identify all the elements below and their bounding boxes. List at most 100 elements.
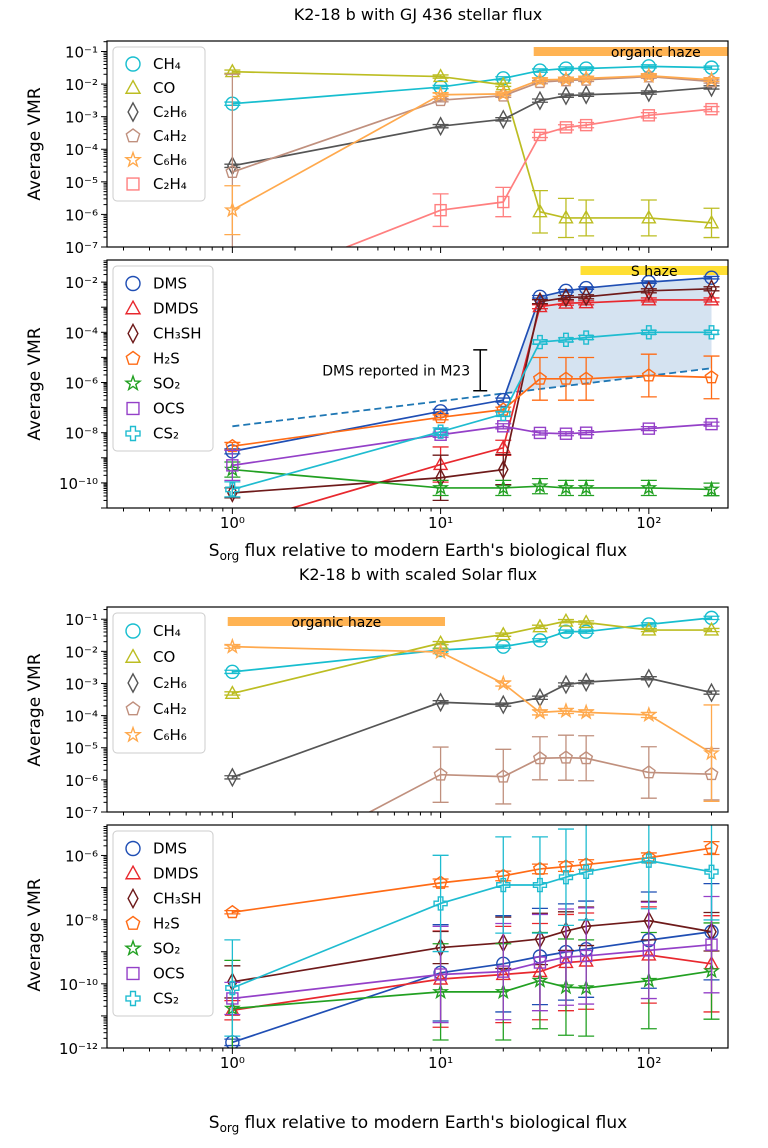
- legend-label: DMDS: [153, 865, 199, 883]
- y-tick-label: 10⁻¹²: [59, 1040, 98, 1058]
- series-line: [232, 954, 712, 1012]
- data-point: [577, 69, 595, 86]
- haze-band: [227, 617, 446, 626]
- data-point: [640, 478, 658, 496]
- series-line: [232, 331, 712, 491]
- haze-band-label: organic haze: [291, 615, 381, 631]
- series-line: [232, 86, 712, 167]
- data-point: [704, 864, 719, 879]
- haze-band-label: S haze: [631, 264, 678, 280]
- data-point: [578, 864, 594, 879]
- series-line: [232, 943, 712, 1000]
- data-point: [703, 291, 720, 306]
- data-point: [433, 896, 448, 911]
- series-CS₂: [224, 325, 720, 498]
- data-point: [704, 370, 719, 384]
- data-point: [559, 121, 573, 134]
- series-line: [232, 859, 712, 989]
- data-point: [432, 634, 449, 649]
- data-point: [435, 116, 446, 137]
- legend-label: DMDS: [153, 300, 199, 318]
- series-line: [232, 75, 712, 173]
- legend-marker: [125, 128, 141, 143]
- legend-label: C₂H₆: [153, 674, 187, 692]
- data-point: [531, 703, 549, 720]
- data-point: [497, 965, 510, 978]
- data-point: [558, 294, 574, 309]
- data-point: [578, 61, 594, 76]
- data-point: [577, 703, 595, 720]
- y-tick-label: 10⁻⁵: [65, 174, 98, 192]
- y-tick-label: 10⁻¹⁰: [59, 475, 98, 493]
- data-point: [433, 767, 448, 781]
- data-point: [641, 325, 657, 340]
- series-line: [231, 74, 712, 211]
- data-point: [578, 294, 594, 309]
- data-point: [579, 426, 593, 439]
- legend-label: C₆H₆: [153, 151, 187, 169]
- data-point: [558, 371, 573, 385]
- data-point: [226, 459, 239, 472]
- legend-box: [112, 612, 206, 754]
- data-point: [704, 325, 719, 340]
- series-C₆H₆: [223, 637, 721, 802]
- data-point: [579, 118, 593, 132]
- data-point: [495, 439, 511, 454]
- series-line: [232, 930, 712, 1044]
- data-point: [641, 291, 657, 306]
- legend-marker: [127, 322, 139, 345]
- data-point: [532, 750, 547, 765]
- data-point: [531, 477, 549, 494]
- plot-frame: [106, 40, 729, 248]
- series-C₂H₆: [224, 77, 720, 176]
- data-point: [532, 63, 548, 78]
- y-tick-label: 10⁻⁴: [65, 324, 98, 342]
- panel-3: organic haze 10⁻¹ 10⁻² 10⁻³ 10⁻⁴ 10⁻⁵ 10⁻⁶ 10⁻⁷…: [65, 606, 729, 890]
- data-point: [560, 85, 572, 106]
- data-point: [557, 70, 575, 87]
- legend-marker: [124, 299, 142, 315]
- data-point: [558, 61, 574, 76]
- data-point: [532, 618, 548, 633]
- legend-marker: [125, 915, 141, 930]
- series-line: [232, 677, 712, 779]
- data-point: [706, 682, 717, 703]
- legend-marker: [125, 623, 141, 639]
- data-point: [226, 878, 238, 890]
- legend-label: SO₂: [153, 940, 180, 958]
- y-tick-label: 10⁻⁶: [65, 847, 98, 865]
- series-CO: [224, 63, 720, 239]
- y-tick-label: 10⁻¹: [65, 611, 98, 629]
- series-H₂S: [224, 840, 720, 919]
- series-line: [344, 108, 712, 247]
- legend-marker: [125, 275, 141, 292]
- legend-label: C₆H₆: [153, 726, 187, 744]
- data-point: [559, 427, 573, 440]
- series-C₄H₂: [226, 734, 720, 890]
- data-point: [558, 332, 574, 348]
- data-point: [497, 109, 509, 130]
- series-line: [232, 423, 712, 467]
- data-point: [557, 478, 575, 496]
- legend-marker: [125, 701, 141, 716]
- data-point: [227, 286, 238, 297]
- series-line: [367, 756, 712, 812]
- data-point: [225, 980, 240, 996]
- legend-label: CO: [153, 79, 175, 97]
- legend-marker: [124, 79, 142, 94]
- data-point: [434, 968, 447, 981]
- data-point: [640, 66, 658, 84]
- y-tick-label: 10⁻⁶: [65, 772, 98, 790]
- data-point: [560, 287, 572, 308]
- panel-2-xlabel: Sorg flux relative to modern Earth's bio…: [209, 541, 627, 563]
- series-SO₂: [223, 922, 721, 1048]
- y-tick-label: 10⁻¹⁰: [59, 976, 98, 994]
- data-point: [433, 424, 448, 439]
- legend-marker: [124, 648, 142, 663]
- m23-annotation: DMS reported in M23: [322, 363, 470, 379]
- data-point: [531, 70, 549, 88]
- data-point: [705, 938, 718, 951]
- data-point: [558, 750, 573, 764]
- x-tick-label: 10¹: [428, 1054, 453, 1072]
- data-point: [497, 459, 509, 480]
